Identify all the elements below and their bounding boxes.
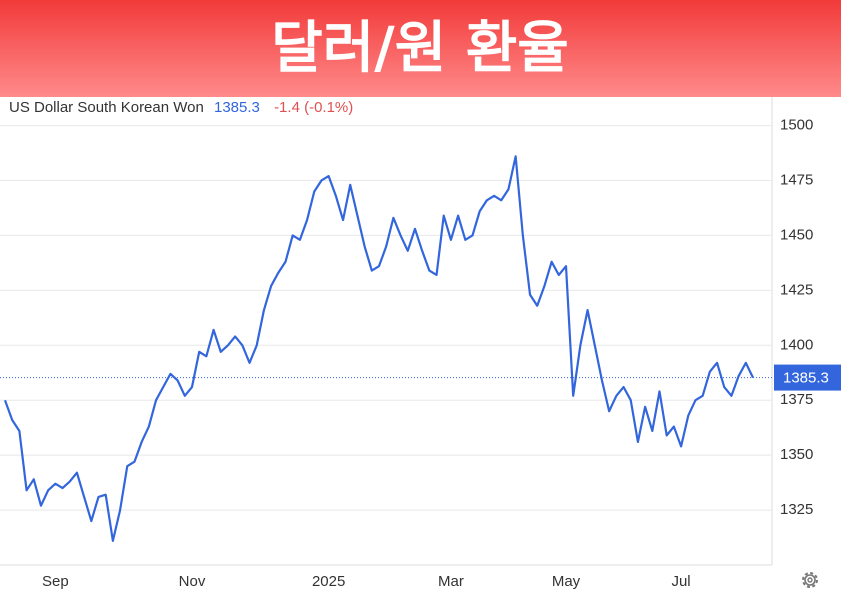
y-tick-label: 1400 [780,336,813,353]
price-line [3,155,754,542]
x-tick-label: Jul [671,573,690,590]
y-tick-label: 1500 [780,117,813,134]
y-tick-label: 1475 [780,171,813,188]
subtitle-line: US Dollar South Korean Won 1385.3 -1.4 (… [9,99,353,116]
y-tick-label: 1325 [780,501,813,518]
x-tick-label: May [552,573,581,590]
x-tick-label: Mar [438,573,464,590]
header-banner [0,0,841,97]
settings-icon[interactable] [802,572,818,588]
subtitle: US Dollar South Korean Won [9,99,204,116]
y-tick-label: 1350 [780,446,813,463]
x-tick-label: 2025 [312,573,345,590]
x-tick-label: Sep [42,573,69,590]
gear-body [804,574,816,586]
change: -1.4 (-0.1%) [274,99,353,116]
last-price-box [774,364,841,391]
chart-title: 달러/원 환율 [271,16,569,81]
gear-hole [807,577,813,583]
y-tick-label: 1375 [780,391,813,408]
last-price-label: 1385.3 [783,370,829,387]
x-tick-label: Nov [179,573,206,590]
y-tick-label: 1450 [780,226,813,243]
y-tick-label: 1425 [780,281,813,298]
gear-teeth [802,572,818,588]
last-price: 1385.3 [214,99,260,116]
